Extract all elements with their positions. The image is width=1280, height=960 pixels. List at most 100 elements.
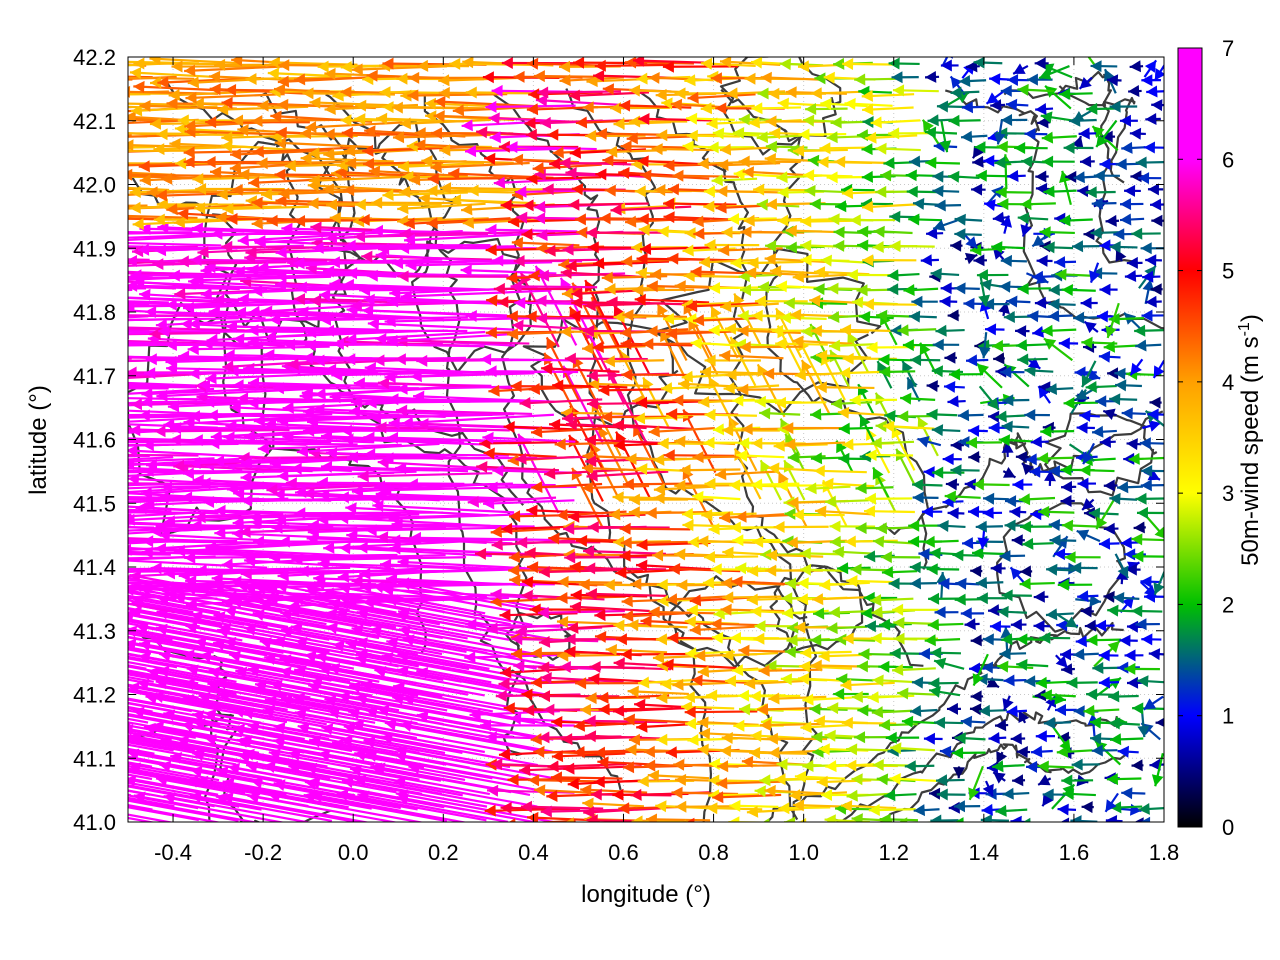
wind-arrow-head: [0, 414, 10, 426]
wind-arrow-head: [645, 507, 657, 519]
wind-arrow-head: [797, 672, 810, 685]
wind-arrow-shaft: [128, 698, 193, 713]
wind-arrow: [970, 634, 983, 647]
wind-arrow-shaft: [1167, 359, 1171, 386]
wind-arrow: [1061, 519, 1099, 532]
wind-arrow: [933, 716, 964, 729]
wind-arrow-head: [981, 803, 993, 816]
wind-arrow: [768, 692, 827, 705]
wind-arrow-shaft: [128, 755, 263, 783]
wind-arrow-head: [519, 397, 531, 409]
wind-arrow: [1117, 745, 1139, 758]
wind-arrow: [530, 425, 602, 438]
wind-arrow: [0, 455, 128, 467]
wind-arrow-head: [142, 535, 154, 548]
wind-arrow-head: [995, 719, 1007, 732]
wind-arrow: [1139, 816, 1164, 822]
wind-arrow-head: [0, 637, 8, 649]
wind-arrow: [128, 762, 220, 782]
wind-arrow: [829, 520, 876, 533]
wind-arrow: [946, 702, 961, 715]
wind-arrow-head: [932, 338, 944, 351]
wind-arrow: [1006, 705, 1028, 718]
wind-arrow-shaft: [128, 596, 132, 600]
wind-arrow-shaft: [128, 743, 237, 766]
wind-arrow: [1079, 464, 1115, 477]
wind-arrow: [631, 815, 689, 822]
wind-arrow: [128, 483, 129, 486]
wind-arrow-head: [109, 665, 121, 677]
wind-arrow-head: [781, 592, 793, 605]
wind-arrow-shaft: [0, 458, 128, 461]
wind-arrow: [1037, 774, 1052, 786]
wind-arrow-head: [867, 691, 879, 704]
wind-arrow-head: [902, 339, 914, 352]
wind-arrow-head: [744, 677, 756, 690]
wind-arrow-shaft: [128, 793, 131, 797]
wind-arrow: [128, 739, 263, 767]
wind-arrow: [728, 816, 778, 822]
wind-arrow-shaft: [137, 681, 288, 711]
wind-arrow-head: [1011, 534, 1023, 547]
wind-arrow-shaft: [584, 734, 666, 740]
wind-arrow-head: [1015, 339, 1028, 352]
wind-arrow: [662, 658, 737, 671]
wind-arrow-head: [864, 620, 876, 633]
wind-arrow: [960, 715, 986, 728]
wind-arrow: [681, 819, 687, 822]
wind-arrow-head: [813, 607, 825, 620]
wind-arrow-head: [865, 492, 876, 505]
wind-arrow-head: [1135, 339, 1147, 352]
wind-arrow-head: [976, 592, 988, 605]
wind-arrow-shaft: [533, 750, 603, 755]
wind-arrow-head: [897, 410, 909, 423]
wind-arrow-head: [889, 773, 901, 785]
wind-arrow-shaft: [343, 725, 485, 754]
wind-arrow-head: [1001, 420, 1013, 433]
wind-arrow-head: [1055, 704, 1066, 716]
wind-arrow-head: [30, 681, 42, 693]
wind-arrow-shaft: [128, 678, 220, 698]
wind-arrow-head: [2, 530, 13, 542]
wind-arrow: [1149, 396, 1162, 409]
wind-arrow-head: [768, 746, 780, 759]
wind-arrow-shaft: [374, 668, 514, 697]
wind-arrow-head: [929, 547, 941, 560]
wind-arrow: [1002, 467, 1016, 479]
wind-arrow-head: [116, 793, 128, 805]
wind-arrow-shaft: [348, 684, 494, 713]
wind-arrow-head: [931, 424, 944, 437]
wind-arrow-shaft: [128, 343, 131, 346]
wind-arrow: [833, 688, 869, 700]
wind-arrow-head: [621, 368, 633, 381]
wind-arrow-shaft: [500, 806, 581, 811]
wind-arrow: [1137, 675, 1164, 688]
wind-arrow: [0, 537, 124, 549]
wind-arrow-shaft: [469, 710, 560, 717]
wind-arrow-head: [1037, 760, 1049, 773]
wind-arrow-head: [962, 537, 974, 550]
wind-arrow-head: [556, 592, 568, 604]
wind-arrow-head: [728, 816, 740, 822]
wind-arrow-head: [1079, 409, 1091, 422]
wind-arrow-head: [14, 625, 26, 637]
wind-arrow-head: [23, 547, 34, 559]
wind-arrow: [128, 343, 131, 346]
wind-arrow-head: [104, 471, 115, 483]
wind-arrow-shaft: [128, 781, 195, 796]
wind-arrow: [846, 575, 897, 587]
wind-arrow-shaft: [262, 708, 418, 740]
wind-arrow: [947, 395, 966, 408]
wind-arrow-head: [589, 661, 601, 673]
wind-arrow-head: [1060, 495, 1072, 507]
wind-arrow-shaft: [128, 655, 262, 683]
wind-arrow-head: [773, 521, 785, 533]
wind-arrow-head: [221, 558, 233, 571]
wind-arrow-head: [792, 799, 805, 812]
wind-arrow-head: [597, 756, 609, 769]
wind-arrow-shaft: [597, 694, 670, 700]
wind-arrow-head: [95, 594, 107, 606]
wind-arrow-shaft: [128, 794, 199, 810]
wind-arrow-head: [567, 777, 579, 790]
wind-arrow: [1099, 435, 1116, 448]
